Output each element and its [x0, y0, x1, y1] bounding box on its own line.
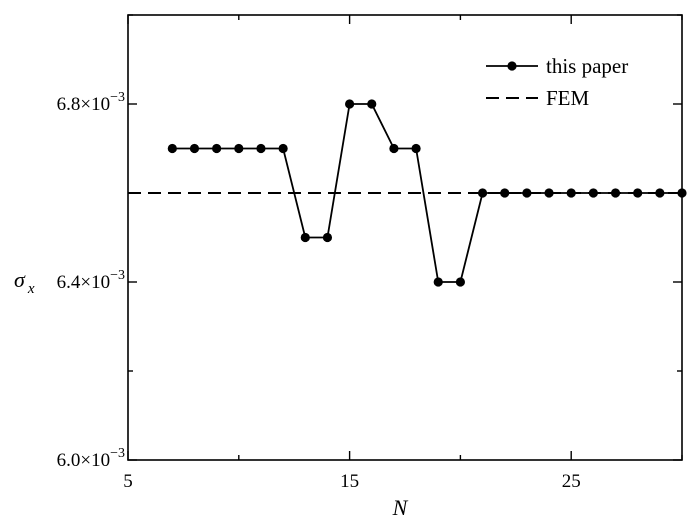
- data-point: [389, 143, 399, 154]
- y-tick-label-mantissa: 6.4×10: [57, 272, 110, 293]
- series: [128, 99, 687, 287]
- data-point: [367, 99, 377, 109]
- data-point: [677, 188, 687, 198]
- x-tick-label: 5: [123, 471, 133, 492]
- y-tick-label-mantissa: 6.0×10: [57, 450, 110, 471]
- ticks: [127, 14, 683, 461]
- axis-titles: Nσ x: [14, 267, 409, 520]
- data-point: [300, 232, 310, 243]
- x-tick-label: 15: [340, 471, 359, 492]
- y-tick-label-mantissa: 6.8×10: [57, 94, 110, 115]
- y-tick-label: 6.0×10−3: [57, 446, 125, 471]
- y-tick-label: 6.4×10−3: [57, 268, 125, 293]
- data-point: [278, 143, 288, 154]
- data-point: [500, 188, 510, 198]
- legend: this paper FEM: [486, 54, 628, 110]
- x-axis-title: N: [392, 495, 409, 520]
- legend-label: this paper: [546, 54, 628, 78]
- data-point: [411, 143, 421, 154]
- axes: [127, 14, 683, 461]
- data-point: [212, 143, 222, 154]
- tick-labels: 5 15 256.0×10−36.4×10−36.8×10−3: [57, 90, 581, 492]
- data-point: [322, 232, 333, 243]
- data-point: [345, 99, 355, 109]
- y-axis-title-subscript: x: [27, 281, 35, 297]
- data-point: [522, 188, 532, 198]
- data-point: [167, 143, 177, 154]
- data-point: [433, 277, 443, 287]
- plot-frame: [127, 14, 683, 461]
- legend-label: FEM: [546, 86, 590, 110]
- data-point: [234, 143, 244, 154]
- y-tick-label: 6.8×10−3: [57, 90, 125, 115]
- y-tick-label-exponent: −3: [110, 90, 125, 105]
- data-point: [455, 277, 465, 287]
- data-point: [189, 143, 200, 154]
- legend-this-paper-marker: [507, 61, 517, 71]
- data-point: [256, 143, 266, 154]
- data-point: [477, 188, 488, 198]
- y-tick-label-exponent: −3: [110, 446, 125, 461]
- x-tick-label: 25: [562, 471, 581, 492]
- y-axis-title-symbol: σ: [14, 267, 26, 292]
- y-tick-label-exponent: −3: [110, 268, 125, 283]
